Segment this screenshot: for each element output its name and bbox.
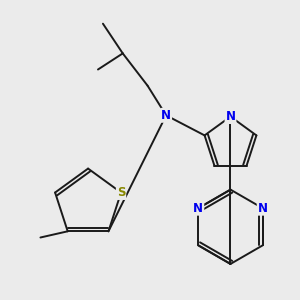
Text: N: N	[258, 202, 268, 215]
Text: S: S	[117, 186, 125, 199]
Text: N: N	[193, 202, 203, 215]
Text: N: N	[161, 109, 171, 122]
Text: N: N	[226, 110, 236, 123]
